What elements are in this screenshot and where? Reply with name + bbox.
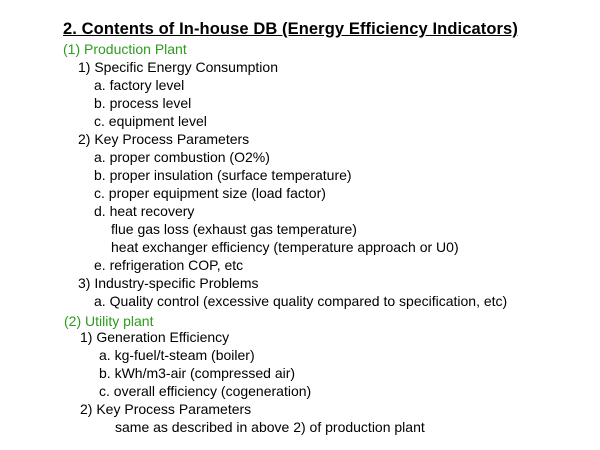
list-item: 1) Generation Efficiency xyxy=(80,329,230,345)
list-item: a. proper combustion (O2%) xyxy=(94,149,270,165)
list-item: a. factory level xyxy=(94,77,185,93)
list-item: heat exchanger efficiency (temperature a… xyxy=(111,239,459,255)
list-item: 3) Industry-specific Problems xyxy=(78,275,259,291)
list-item: 1) Specific Energy Consumption xyxy=(78,59,278,75)
section-heading-utility-plant: (2) Utility plant xyxy=(64,313,154,329)
list-item: c. equipment level xyxy=(94,113,207,129)
list-item: a. Quality control (excessive quality co… xyxy=(94,293,508,309)
list-item: 2) Key Process Parameters xyxy=(80,401,252,417)
list-item: d. heat recovery xyxy=(94,203,195,219)
list-item: e. refrigeration COP, etc xyxy=(94,257,244,273)
slide-title: 2. Contents of In-house DB (Energy Effic… xyxy=(63,20,518,38)
list-item: 2) Key Process Parameters xyxy=(78,131,250,147)
list-item: b. process level xyxy=(94,95,192,111)
section-heading-production-plant: (1) Production Plant xyxy=(63,41,187,57)
list-item: b. proper insulation (surface temperatur… xyxy=(94,167,352,183)
list-item: flue gas loss (exhaust gas temperature) xyxy=(111,221,357,237)
list-item: c. proper equipment size (load factor) xyxy=(94,185,326,201)
list-item: b. kWh/m3-air (compressed air) xyxy=(99,365,296,381)
list-item: a. kg-fuel/t-steam (boiler) xyxy=(99,347,255,363)
list-item: same as described in above 2) of product… xyxy=(115,419,425,435)
list-item: c. overall efficiency (cogeneration) xyxy=(99,383,312,399)
